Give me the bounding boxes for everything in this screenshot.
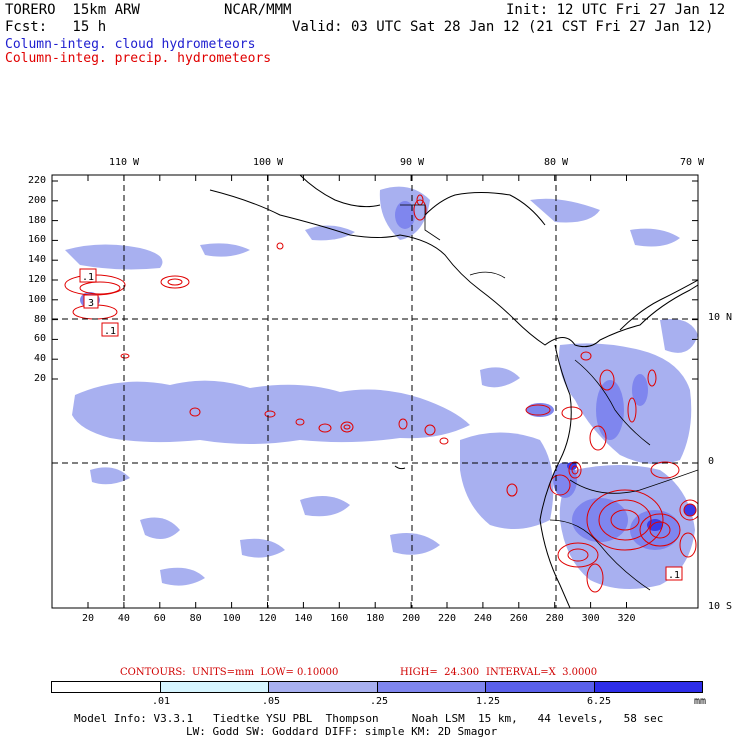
x-tick-label: 140 (294, 613, 313, 624)
y-tick-label: 180 (27, 214, 46, 226)
precip-contours (64, 194, 698, 593)
model-info: Model Info: V3.3.1 Tiedtke YSU PBL Thomp… (74, 712, 664, 725)
lat-label-0: 0 (708, 456, 715, 467)
x-tick-label: 60 (153, 613, 166, 624)
lon-label-80w: 80 W (543, 157, 569, 168)
y-tick-label: 120 (27, 274, 46, 285)
valid-time: Valid: 03 UTC Sat 28 Jan 12 (21 CST Fri … (292, 19, 714, 35)
y-tick-label: 100 (27, 293, 46, 305)
x-tick-label: 80 (189, 613, 202, 624)
x-tick-label: 100 (222, 613, 241, 624)
coastlines (209, 175, 698, 608)
box-label-1: .1 (82, 272, 94, 283)
legend-precip-hydrometeors: Column-integ. precip. hydrometeors (5, 51, 272, 66)
org-label: NCAR/MMM (224, 2, 292, 18)
x-tick-label: 20 (81, 613, 95, 624)
y-tick-label: 20 (33, 373, 46, 384)
cloud-shading-light (65, 186, 698, 589)
lon-label-110w: 110 W (108, 157, 140, 168)
lat-label-10s: 10 S (708, 601, 733, 612)
x-tick-label: 280 (545, 613, 564, 624)
country-borders (400, 204, 698, 591)
box-label-4: .1 (668, 570, 680, 581)
x-tick-label: 240 (473, 613, 492, 624)
model-title: TORERO 15km ARW (5, 2, 140, 18)
y-tick-label: 140 (27, 254, 46, 266)
colorbar-label-3: 1.25 (476, 696, 501, 707)
legend-cloud-hydrometeors: Column-integ. cloud hydrometeors (5, 37, 256, 52)
lat-lon-grid (52, 175, 698, 608)
color-bin-2 (269, 682, 378, 692)
x-tick-label: 320 (617, 613, 636, 624)
box-label-2: 3 (88, 298, 94, 309)
y-tick-label: 220 (27, 175, 46, 186)
x-tick-label: 300 (581, 613, 600, 624)
y-tick-label: 160 (27, 234, 46, 246)
lon-label-90w: 90 W (399, 157, 425, 168)
y-tick-label: 60 (33, 333, 46, 345)
forecast-hour: Fcst: 15 h (5, 19, 107, 35)
x-tick-label: 180 (366, 613, 385, 624)
model-physics: LW: Godd SW: Goddard DIFF: simple KM: 2D… (186, 725, 498, 738)
contour-units: CONTOURS: UNITS=mm LOW= 0.10000 (120, 667, 339, 678)
x-tick-label: 220 (437, 613, 457, 624)
x-tick-label: 200 (402, 613, 421, 624)
y-tick-label: 80 (33, 313, 46, 325)
x-tick-label: 260 (509, 613, 528, 624)
x-tick-label: 40 (117, 613, 130, 624)
color-scale-bar (51, 681, 703, 693)
init-time: Init: 12 UTC Fri 27 Jan 12 (506, 2, 726, 18)
value-label-boxes (79, 268, 683, 581)
box-label-3: .1 (104, 326, 116, 337)
y-tick-label: 200 (27, 194, 46, 206)
tick-marks (52, 175, 698, 608)
contour-interval: INTERVAL=X 3.0000 (486, 667, 598, 678)
lon-label-100w: 100 W (252, 157, 284, 168)
color-bin-0 (52, 682, 161, 692)
x-tick-label: 160 (330, 613, 349, 624)
color-bin-4 (486, 682, 595, 692)
colorbar-units: mm (694, 696, 707, 707)
colorbar-label-1: .05 (262, 696, 281, 707)
cloud-shading-medium (80, 201, 680, 550)
color-bin-5 (594, 682, 702, 692)
colorbar-label-2: .25 (370, 696, 389, 707)
color-bin-1 (160, 682, 269, 692)
color-bin-3 (377, 682, 486, 692)
colorbar-label-0: .01 (152, 696, 171, 707)
lat-label-10n: 10 N (708, 312, 733, 323)
x-tick-label: 120 (258, 613, 277, 624)
y-tick-label: 40 (33, 353, 46, 365)
colorbar-label-4: 6.25 (587, 696, 612, 707)
contour-high: HIGH= 24.300 (400, 667, 480, 678)
lon-label-70w: 70 W (680, 157, 705, 168)
